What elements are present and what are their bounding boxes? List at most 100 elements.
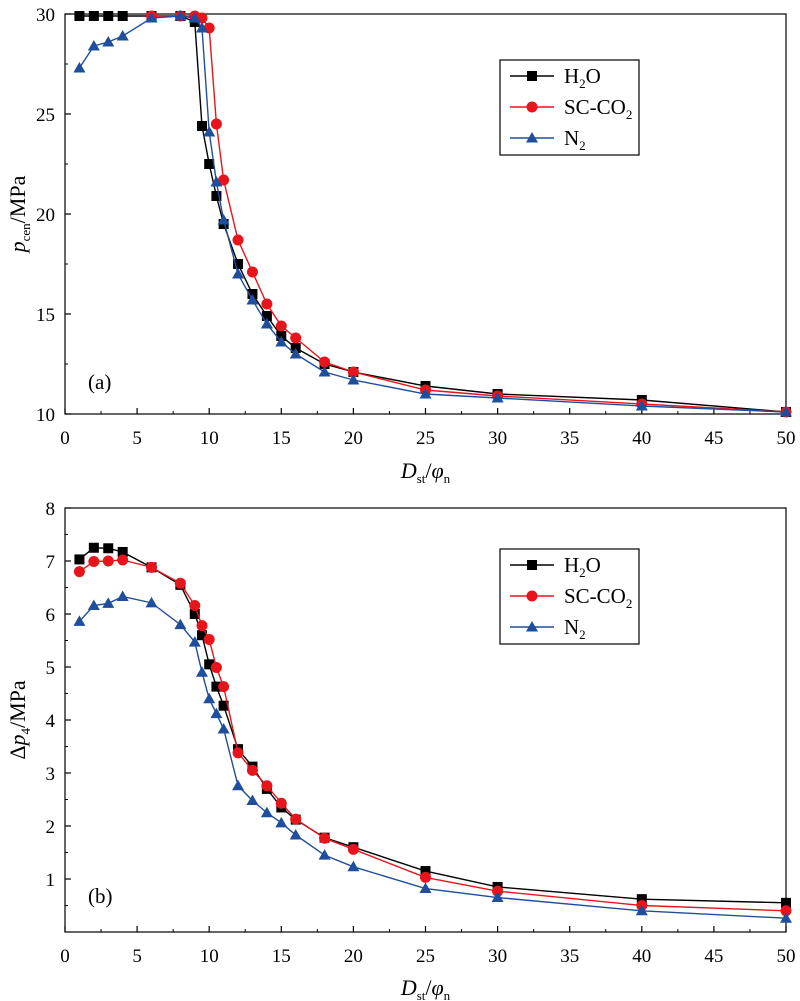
data-point-h2o [117,546,128,557]
y-tick-label: 6 [46,605,56,626]
data-point-h2o [204,659,215,670]
series-line-n2 [78,15,787,413]
data-point-sc-co2 [290,813,302,825]
x-tick-label: 40 [632,946,651,967]
y-tick-label: 7 [46,552,56,573]
data-point-n2 [289,348,302,359]
legend-label-sc-co2: SC-CO2 [564,584,632,611]
data-point-sc-co2 [218,174,230,186]
data-point-n2 [232,779,245,791]
data-point-h2o [261,311,272,321]
data-point-n2 [73,615,86,626]
y-tick-label: 1 [46,870,56,891]
data-point-n2 [102,36,115,47]
data-point-h2o [233,259,244,269]
data-point-sc-co2 [174,577,186,589]
panel-label: (b) [88,884,113,908]
x-tick-label: 0 [60,946,70,967]
data-point-h2o [247,289,258,299]
data-point-sc-co2 [210,662,222,674]
data-point-n2 [318,849,331,860]
series-line-h2o [79,15,787,413]
data-point-n2 [203,692,216,704]
data-point-n2 [275,336,288,347]
y-tick-label: 25 [36,105,55,126]
x-tick-label: 35 [560,946,579,967]
data-point-sc-co2 [88,556,100,568]
data-point-n2 [188,636,201,647]
data-point-n2 [275,816,288,828]
legend-label-n2: N2 [564,126,586,153]
series-line-n2 [78,595,787,919]
chart-panel-b: 0 5 10 15 20 25 30 35 40 45 5012345678Dst/φnΔp4/MP… [5,499,796,1001]
data-point-h2o [636,894,647,905]
data-point-n2 [174,618,187,630]
legend-label-sc-co2: SC-CO2 [564,95,632,122]
data-point-h2o [88,11,99,21]
data-point-n2 [232,268,245,279]
data-point-n2 [210,176,223,187]
data-point-h2o [103,11,114,21]
legend-marker-h2o [527,560,537,570]
y-tick-label: 15 [36,305,55,326]
data-point-n2 [195,22,208,33]
data-point-sc-co2 [73,566,85,578]
x-tick-label: 30 [488,946,507,967]
x-tick-label: 35 [560,428,579,449]
y-tick-label: 5 [46,658,56,679]
x-tick-label: 0 [60,428,70,449]
data-point-h2o [781,897,791,908]
data-point-n2 [116,590,129,602]
data-point-h2o [74,11,85,21]
data-point-n2 [347,374,360,385]
x-tick-label: 20 [344,428,363,449]
data-point-sc-co2 [210,118,222,130]
data-point-n2 [195,666,208,677]
x-tick-label: 40 [632,428,651,449]
data-point-sc-co2 [780,905,792,917]
data-point-n2 [491,392,504,403]
y-tick-label: 3 [46,764,56,785]
x-tick-label: 50 [777,428,796,449]
data-point-n2 [780,912,792,923]
data-point-sc-co2 [102,555,114,567]
x-tick-label: 15 [272,428,291,449]
data-point-sc-co2 [196,620,208,632]
data-point-sc-co2 [232,234,244,246]
data-point-sc-co2 [347,843,359,855]
legend-marker-n2 [526,132,538,143]
x-tick-label: 45 [704,946,723,967]
data-point-n2 [491,891,504,903]
data-point-n2 [318,366,331,377]
data-point-n2 [289,829,302,840]
data-point-h2o [211,681,222,692]
data-point-sc-co2 [347,366,359,378]
y-tick-label: 2 [46,817,56,838]
x-tick-label: 10 [200,946,219,967]
x-tick-label: 20 [344,946,363,967]
data-point-n2 [635,904,648,916]
data-point-n2 [145,596,158,608]
data-point-n2 [87,40,100,51]
data-point-sc-co2 [261,298,273,310]
legend-marker-h2o [527,71,537,81]
data-point-sc-co2 [189,600,201,612]
data-point-n2 [73,62,86,73]
plot-frame [64,13,787,415]
legend-label-h2o: H2O [564,64,601,91]
data-point-sc-co2 [218,681,230,693]
x-tick-label: 25 [416,428,435,449]
legend-marker-n2 [526,621,538,632]
x-tick-label: 5 [132,946,142,967]
data-point-h2o [117,11,128,21]
data-point-sc-co2 [492,885,504,897]
legend-marker-sc-co2 [526,590,538,602]
data-point-sc-co2 [246,764,258,776]
data-point-sc-co2 [275,320,287,332]
x-tick-label: 30 [488,428,507,449]
panel-label: (a) [88,370,111,394]
y-tick-label: 20 [36,205,55,226]
y-tick-label: 4 [46,711,56,732]
data-point-sc-co2 [319,832,331,844]
